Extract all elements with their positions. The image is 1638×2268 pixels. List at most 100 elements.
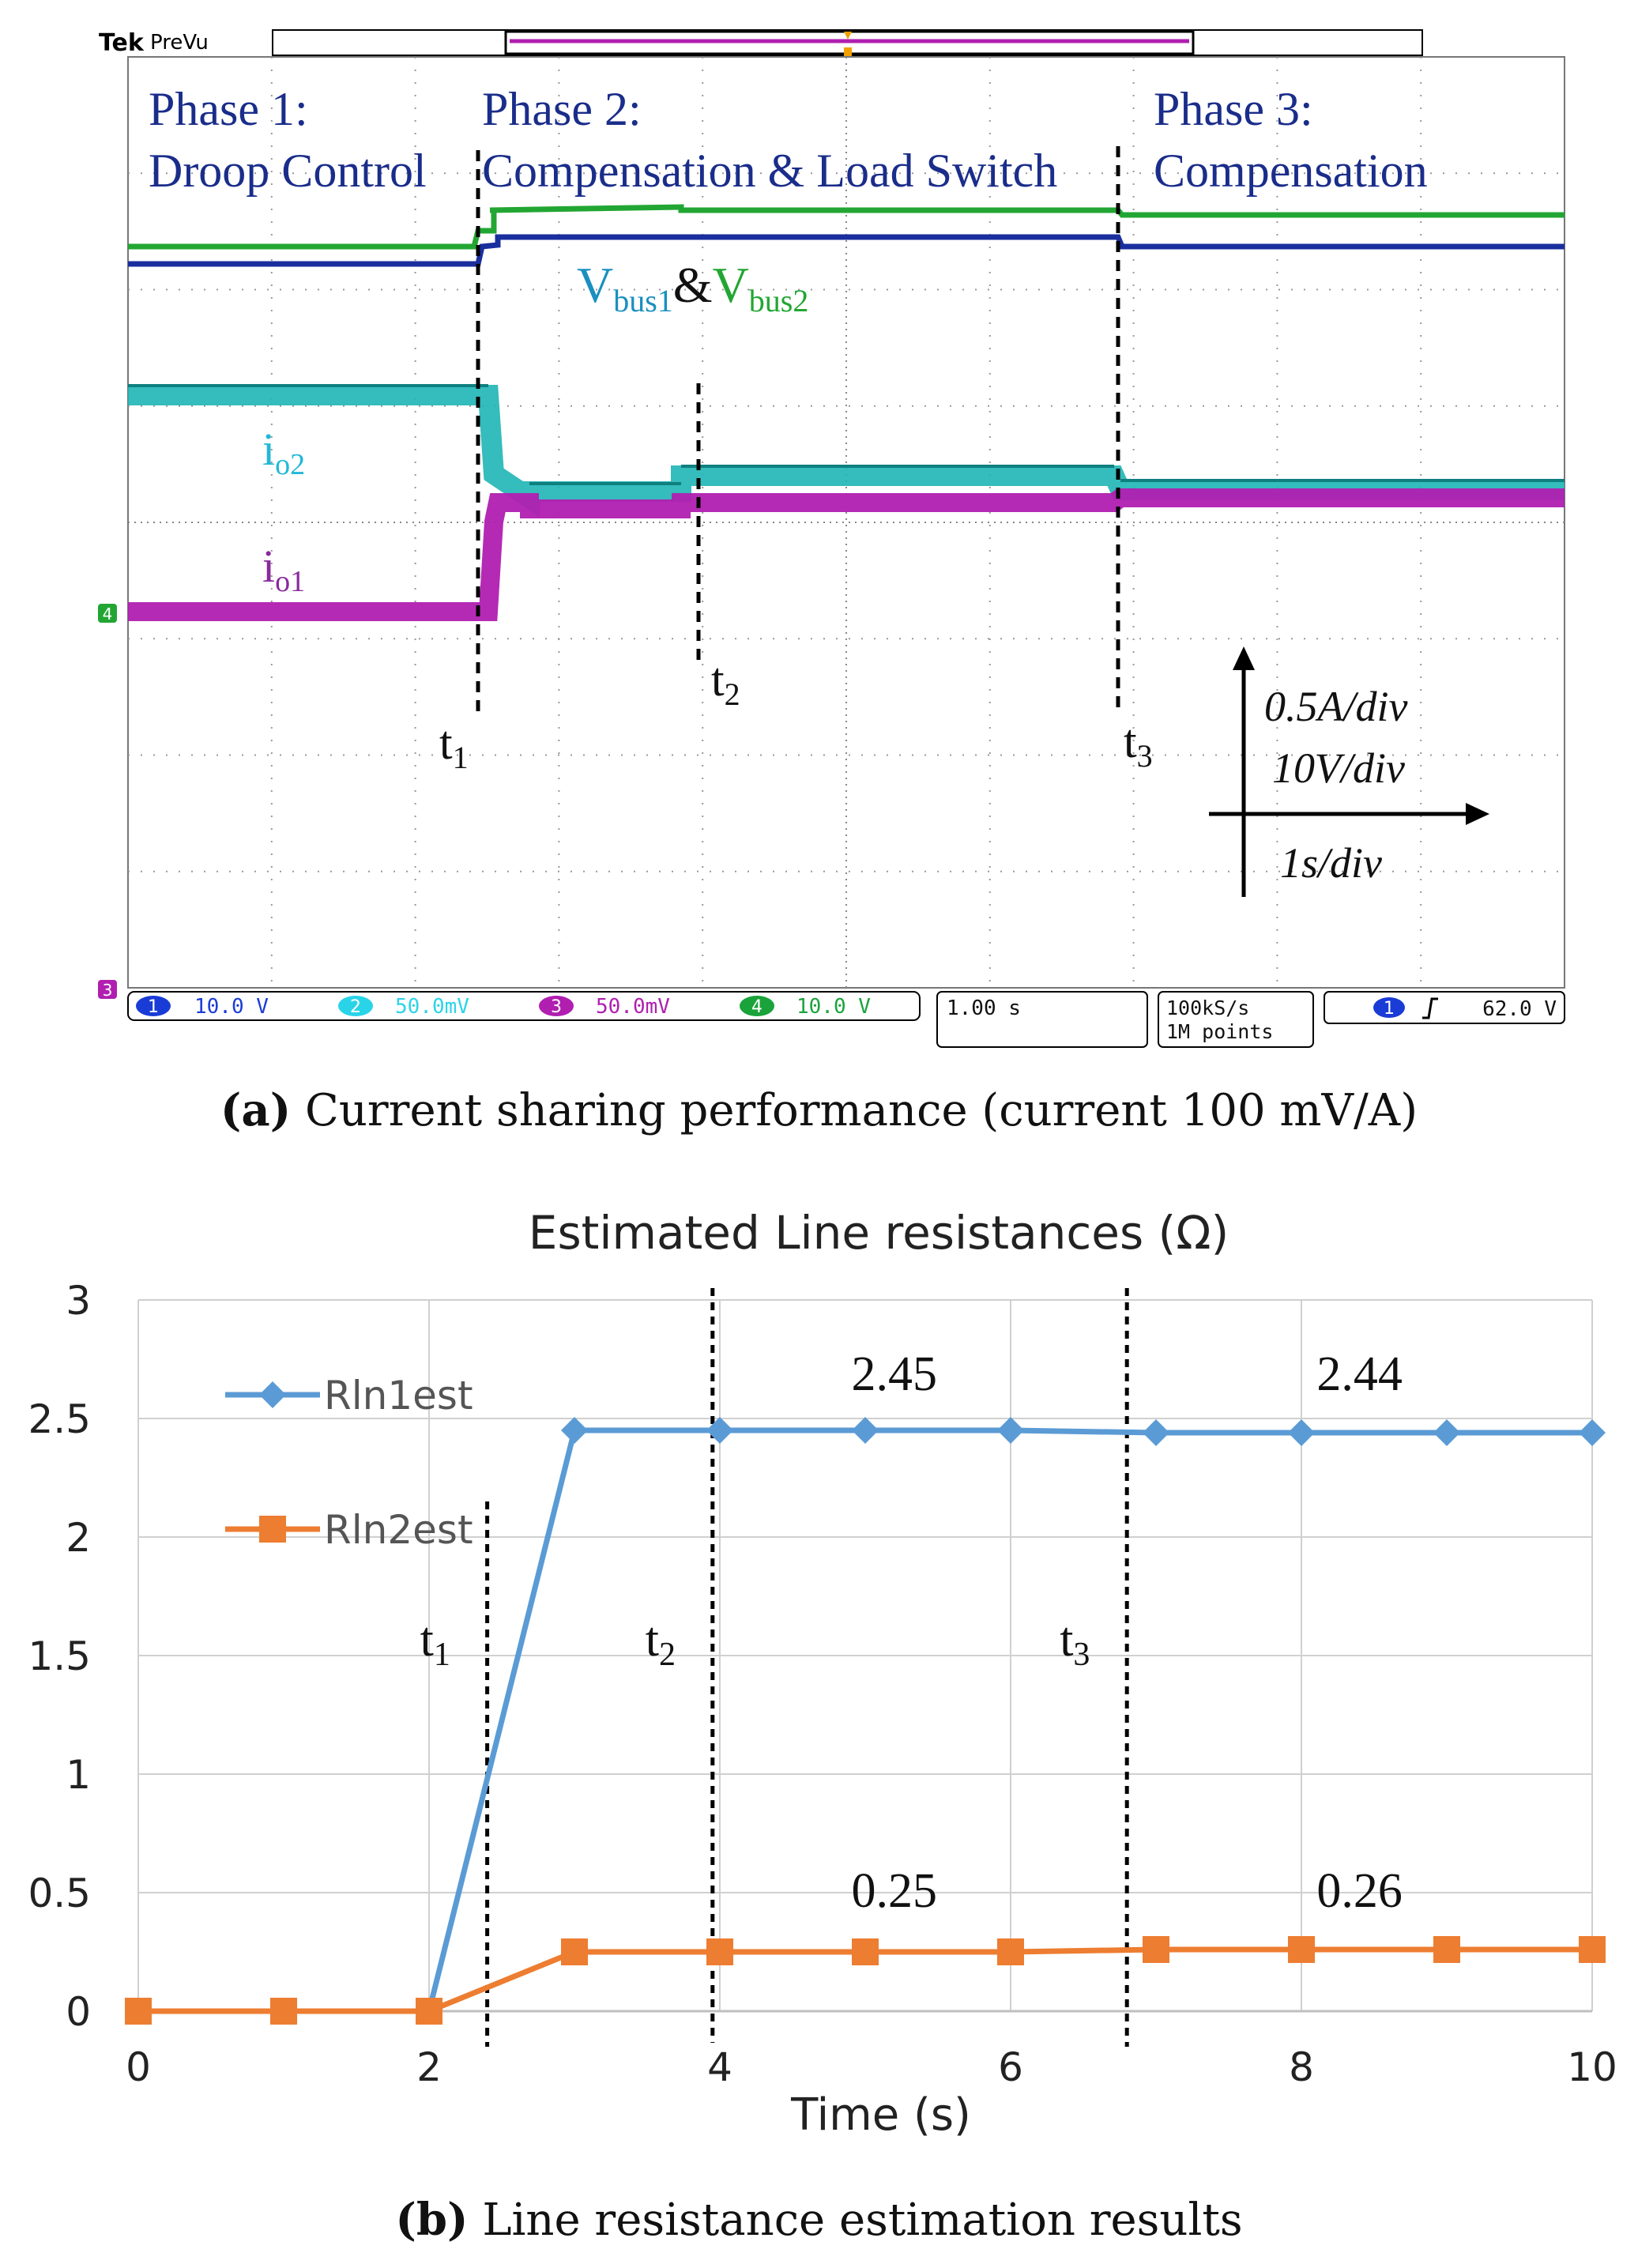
point-Rln1est [706, 1417, 733, 1444]
legend-marker-Rln2est [259, 1516, 286, 1543]
svg-text:10.0 V: 10.0 V [194, 995, 269, 1019]
rising-edge-icon [1422, 997, 1438, 1019]
marker-label-t3: t3 [1124, 715, 1153, 774]
caption-b: (b) Line resistance estimation results [0, 2194, 1638, 2246]
y-tick-label: 2.5 [28, 1396, 91, 1442]
arrow-up-icon [1233, 646, 1255, 670]
y-tick-label: 0.5 [28, 1871, 91, 1916]
x-tick-label: 8 [1289, 2044, 1314, 2090]
trigger-position-icon [844, 32, 852, 57]
point-Rln2est [997, 1938, 1024, 1965]
point-Rln2est [1579, 1936, 1606, 1963]
waveform-io1 [128, 488, 1565, 621]
ch3-ground-marker [98, 980, 117, 999]
point-Rln1est [852, 1417, 879, 1444]
scale-axes [1209, 646, 1489, 897]
x-axis-label: Time (s) [790, 2089, 971, 2141]
svg-text:4: 4 [751, 997, 763, 1017]
y-tick-label: 3 [66, 1278, 91, 1324]
caption-b-letter: (b) [395, 2194, 469, 2246]
point-Rln1est [1433, 1419, 1460, 1446]
value-annotation: 0.26 [1316, 1864, 1403, 1918]
point-Rln1est [1143, 1419, 1169, 1446]
scope-brand: Tek [99, 29, 145, 57]
timebase-box [936, 991, 1148, 1048]
caption-a-text: Current sharing performance (current 100… [305, 1085, 1418, 1136]
point-Rln2est [270, 1998, 297, 2025]
channel-3-setting: 3 50.0mV [539, 995, 670, 1019]
scale-voltage: 10V/div [1272, 744, 1405, 792]
phase3-title: Phase 3: [1154, 83, 1313, 135]
phase3-subtitle: Compensation [1154, 145, 1428, 197]
phase1-subtitle: Droop Control [149, 145, 427, 197]
point-Rln2est [125, 1998, 152, 2025]
svg-text:2: 2 [350, 997, 361, 1017]
svg-text:3: 3 [551, 997, 562, 1017]
scale-time: 1s/div [1280, 839, 1382, 887]
caption-a-letter: (a) [220, 1084, 292, 1136]
scale-current: 0.5A/div [1264, 683, 1407, 730]
legend-label-Rln2est: Rln2est [324, 1507, 473, 1553]
chart-time-markers: t1 t2 t3 [420, 1288, 1129, 2047]
marker-label-t2: t2 [711, 654, 740, 712]
point-Rln1est [561, 1417, 588, 1444]
value-annotation: 2.44 [1316, 1347, 1403, 1401]
x-tick-label: 10 [1567, 2044, 1617, 2090]
timebase-value: 1.00 s [947, 996, 1021, 1020]
trigger-level: 62.0 V [1482, 997, 1557, 1021]
io1-label: io1 [262, 541, 305, 598]
ch4-ground-marker [98, 604, 117, 623]
vbus-label: Vbus1&Vbus2 [577, 257, 808, 318]
arrow-right-icon [1466, 803, 1489, 825]
marker-label-t1: t1 [420, 1613, 450, 1673]
chart-title: Estimated Line resistances (Ω) [529, 1206, 1229, 1260]
point-Rln1est [1288, 1419, 1315, 1446]
io2-label: io2 [262, 424, 305, 481]
point-Rln2est [1288, 1936, 1315, 1963]
waveform-io2 [128, 385, 1565, 518]
marker-label-t1: t1 [439, 717, 469, 775]
legend-label-Rln1est: Rln1est [324, 1373, 473, 1418]
phase2-subtitle: Compensation & Load Switch [482, 145, 1057, 197]
point-Rln2est [416, 1998, 442, 2025]
x-tick-label: 6 [998, 2044, 1023, 2090]
y-tick-label: 1.5 [28, 1633, 91, 1679]
phase1-title: Phase 1: [149, 83, 308, 135]
channel-2-setting: 2 50.0mV [338, 995, 469, 1019]
x-tick-label: 2 [416, 2044, 442, 2090]
oscilloscope-screenshot: Tek PreVu Phase 1: Droop Control Phase 2… [98, 29, 1565, 1048]
point-Rln1est [997, 1417, 1024, 1444]
caption-b-text: Line resistance estimation results [482, 2195, 1243, 2246]
channel-settings-bar [127, 991, 921, 1021]
waveform-io2-noise [128, 384, 1565, 485]
phase2-title: Phase 2: [482, 83, 642, 135]
value-annotation: 2.45 [852, 1347, 938, 1401]
sample-rate: 100kS/s [1166, 996, 1249, 1019]
y-tick-label: 2 [66, 1515, 91, 1561]
acquisition-box [1158, 991, 1314, 1048]
line-resistance-chart: Estimated Line resistances (Ω) 0 0.5 1 1.5 2… [28, 1206, 1617, 2141]
caption-a: (a) Current sharing performance (current… [0, 1084, 1638, 1136]
chart-legend: Rln1est Rln2est [225, 1373, 473, 1553]
y-tick-label: 1 [66, 1752, 91, 1798]
point-Rln1est [1579, 1419, 1606, 1446]
trigger-channel-badge [1373, 997, 1405, 1018]
point-Rln2est [852, 1938, 879, 1965]
svg-text:50.0mV: 50.0mV [395, 995, 469, 1019]
value-annotation: 0.25 [852, 1864, 938, 1918]
svg-text:1: 1 [1384, 999, 1395, 1019]
svg-text:50.0mV: 50.0mV [596, 995, 670, 1019]
svg-text:10.0 V: 10.0 V [796, 995, 871, 1019]
marker-label-t2: t2 [646, 1613, 676, 1673]
chart-axes: 0 0.5 1 1.5 2 2.5 3 0 2 4 6 8 10 [28, 1278, 1617, 2090]
waveform-vbus1 [128, 234, 1565, 267]
x-tick-label: 0 [126, 2044, 151, 2090]
point-Rln2est [706, 1938, 733, 1965]
svg-text:1: 1 [148, 997, 159, 1017]
marker-label-t3: t3 [1060, 1613, 1090, 1673]
point-Rln2est [561, 1938, 588, 1965]
x-tick-label: 4 [707, 2044, 732, 2090]
point-Rln2est [1143, 1936, 1169, 1963]
chart-annotations: 2.45 2.44 0.25 0.26 [852, 1347, 1403, 1918]
svg-text:4: 4 [103, 605, 113, 624]
